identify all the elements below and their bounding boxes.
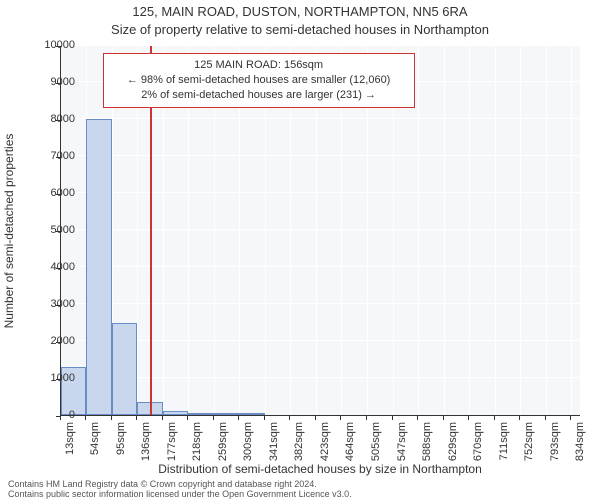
x-tick-mark [392, 416, 393, 420]
callout-line-1: 125 MAIN ROAD: 156sqm [112, 58, 406, 73]
y-tick-label: 10000 [30, 39, 75, 51]
y-tick-label: 5000 [30, 224, 75, 236]
gridline-h [61, 377, 580, 378]
y-tick-mark [56, 83, 60, 84]
y-tick-mark [56, 305, 60, 306]
footer-line-2: Contains public sector information licen… [8, 490, 592, 500]
callout-line-2: ← 98% of semi-detached houses are smalle… [112, 73, 406, 88]
y-tick-mark [56, 157, 60, 158]
x-tick-mark [60, 416, 61, 420]
gridline-v [520, 46, 521, 415]
x-tick-label: 629sqm [447, 422, 459, 472]
x-tick-label: 834sqm [574, 422, 586, 472]
x-tick-mark [545, 416, 546, 420]
y-tick-label: 8000 [30, 113, 75, 125]
gridline-h [61, 155, 580, 156]
x-tick-mark [494, 416, 495, 420]
callout-box: 125 MAIN ROAD: 156sqm← 98% of semi-detac… [103, 53, 415, 108]
x-tick-mark [443, 416, 444, 420]
x-tick-mark [468, 416, 469, 420]
x-tick-label: 423sqm [319, 422, 331, 472]
y-tick-label: 7000 [30, 150, 75, 162]
gridline-h [61, 303, 580, 304]
gridline-v [495, 46, 496, 415]
x-tick-label: 505sqm [370, 422, 382, 472]
histogram-bar [112, 323, 137, 416]
histogram-bar [239, 413, 264, 415]
chart-container: 125, MAIN ROAD, DUSTON, NORTHAMPTON, NN5… [0, 0, 600, 500]
y-tick-label: 6000 [30, 187, 75, 199]
gridline-h [61, 192, 580, 193]
y-tick-label: 0 [30, 409, 75, 421]
gridline-v [418, 46, 419, 415]
x-tick-mark [315, 416, 316, 420]
x-tick-label: 588sqm [421, 422, 433, 472]
x-tick-label: 464sqm [344, 422, 356, 472]
x-tick-mark [289, 416, 290, 420]
y-tick-label: 2000 [30, 335, 75, 347]
callout-line-3: 2% of semi-detached houses are larger (2… [112, 88, 406, 103]
x-tick-mark [238, 416, 239, 420]
x-tick-mark [85, 416, 86, 420]
y-tick-mark [56, 231, 60, 232]
gridline-v [546, 46, 547, 415]
x-tick-label: 136sqm [140, 422, 152, 472]
x-tick-mark [136, 416, 137, 420]
histogram-bar [163, 411, 188, 415]
chart-title-main: 125, MAIN ROAD, DUSTON, NORTHAMPTON, NN5… [0, 4, 600, 19]
x-tick-label: 547sqm [396, 422, 408, 472]
x-tick-label: 670sqm [472, 422, 484, 472]
x-tick-mark [162, 416, 163, 420]
y-tick-label: 1000 [30, 372, 75, 384]
gridline-h [61, 118, 580, 119]
gridline-v [571, 46, 572, 415]
x-tick-label: 54sqm [89, 422, 101, 472]
y-tick-label: 3000 [30, 298, 75, 310]
x-tick-label: 382sqm [293, 422, 305, 472]
x-tick-mark [519, 416, 520, 420]
gridline-v [469, 46, 470, 415]
x-tick-label: 793sqm [549, 422, 561, 472]
x-tick-mark [264, 416, 265, 420]
chart-title-sub: Size of property relative to semi-detach… [0, 22, 600, 37]
gridline-v [444, 46, 445, 415]
x-tick-label: 341sqm [268, 422, 280, 472]
plot-area: 125 MAIN ROAD: 156sqm← 98% of semi-detac… [60, 46, 580, 416]
x-tick-mark [213, 416, 214, 420]
x-tick-mark [570, 416, 571, 420]
y-tick-mark [56, 46, 60, 47]
y-tick-mark [56, 342, 60, 343]
y-tick-mark [56, 268, 60, 269]
x-tick-label: 177sqm [166, 422, 178, 472]
histogram-bar [86, 119, 111, 415]
y-tick-mark [56, 379, 60, 380]
histogram-bar [188, 413, 213, 415]
gridline-h [61, 229, 580, 230]
gridline-h [61, 340, 580, 341]
footer-attribution: Contains HM Land Registry data © Crown c… [8, 480, 592, 500]
gridline-h [61, 266, 580, 267]
x-tick-label: 752sqm [523, 422, 535, 472]
x-tick-mark [187, 416, 188, 420]
x-tick-label: 259sqm [217, 422, 229, 472]
y-axis-label: Number of semi-detached properties [2, 46, 18, 416]
gridline-h [61, 44, 580, 45]
y-tick-label: 4000 [30, 261, 75, 273]
x-tick-label: 300sqm [242, 422, 254, 472]
x-tick-mark [111, 416, 112, 420]
x-tick-label: 13sqm [64, 422, 76, 472]
y-tick-label: 9000 [30, 76, 75, 88]
x-tick-label: 95sqm [115, 422, 127, 472]
x-tick-mark [340, 416, 341, 420]
y-tick-mark [56, 120, 60, 121]
histogram-bar [214, 413, 239, 415]
y-tick-mark [56, 194, 60, 195]
x-tick-mark [417, 416, 418, 420]
x-tick-mark [366, 416, 367, 420]
x-tick-label: 711sqm [498, 422, 510, 472]
x-tick-label: 218sqm [191, 422, 203, 472]
